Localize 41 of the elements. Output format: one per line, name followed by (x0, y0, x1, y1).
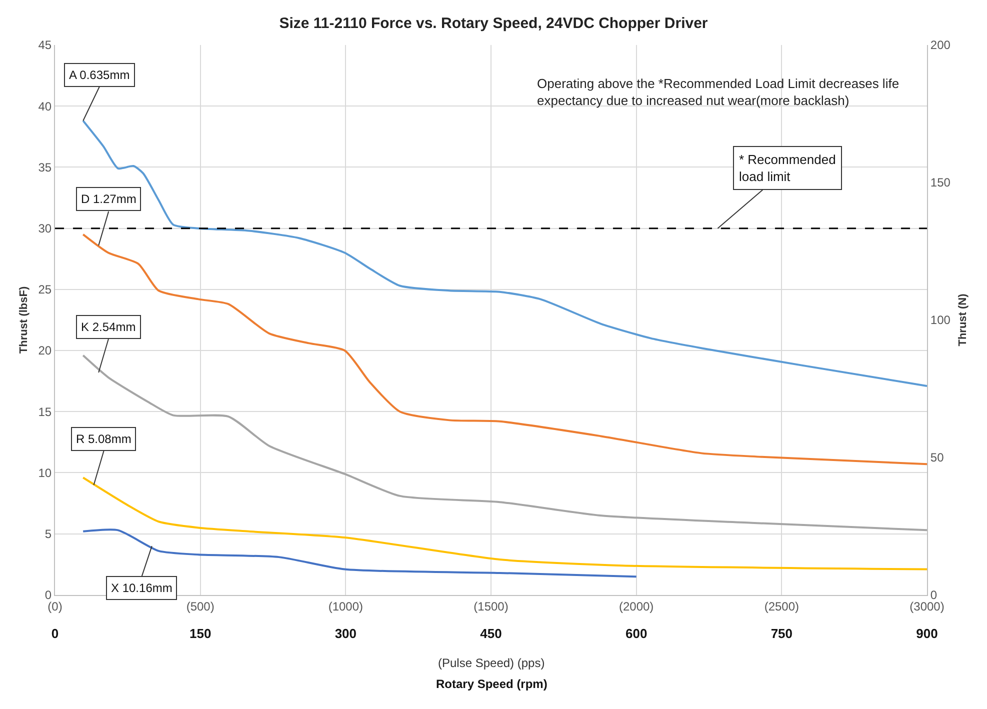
annotation: X 10.16mm (111, 581, 172, 595)
x2-tick-label: (1500) (474, 599, 508, 614)
x-tick-label: 900 (916, 626, 938, 642)
x2-tick-label: (2500) (764, 599, 800, 614)
y-axis-title: Thrust (lbsF) (18, 286, 30, 354)
y-tick-label: 10 (38, 466, 52, 480)
y-tick-label: 20 (38, 344, 52, 358)
annotation: A 0.635mm (69, 68, 130, 82)
x-axis-title: Rotary Speed (rpm) (436, 677, 548, 691)
line-series (82, 120, 927, 387)
line-series (82, 354, 927, 532)
y2-axis-title: Thrust (N) (956, 293, 969, 346)
y2-tick-label: 200 (930, 38, 951, 52)
y-tick-label: 25 (38, 282, 52, 297)
x-tick-label: 300 (334, 626, 357, 642)
y2-tick-label: 100 (930, 313, 951, 328)
y2-tick-label: 50 (930, 450, 944, 465)
y2-tick-label: 150 (930, 176, 951, 190)
annotation: R 5.08mm (76, 432, 132, 446)
x2-tick-label: (1000) (328, 599, 364, 614)
y-tick-label: 40 (38, 99, 52, 114)
ref-line-label: * Recommended load limit (739, 152, 836, 184)
chart-title: Size 11-2110 Force vs. Rotary Speed, 24VDC Chopper Driver (279, 15, 708, 32)
x-tick-label: 750 (770, 626, 793, 642)
line-series (82, 233, 927, 466)
line-series (82, 476, 927, 570)
x2-tick-label: (2000) (618, 599, 654, 614)
x-tick-label: 600 (625, 626, 648, 642)
y-tick-label: 5 (44, 527, 52, 542)
x2-axis-title: (Pulse Speed) (pps) (438, 656, 545, 670)
x-tick-label: 450 (480, 626, 502, 642)
line-series (82, 528, 638, 578)
annotation: D 1.27mm (81, 192, 136, 206)
y-tick-label: 15 (38, 404, 52, 419)
annotation: K 2.54mm (81, 320, 136, 334)
y-tick-label: 45 (38, 38, 52, 52)
x2-tick-label: (500) (186, 599, 214, 614)
y-tick-label: 35 (38, 160, 52, 174)
annotation: Operating above the *Recommended Load Limit decreases life expectancy due to increased nut wear(more backlash) (537, 76, 900, 108)
x-tick-label: 150 (189, 626, 212, 642)
y-tick-label: 30 (38, 222, 52, 236)
